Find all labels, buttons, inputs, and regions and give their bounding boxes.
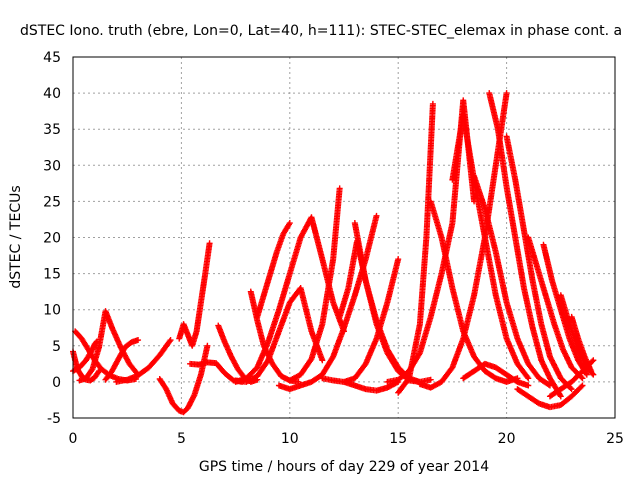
x-tick-label: 25	[606, 431, 624, 447]
data-series	[525, 234, 586, 382]
y-tick-labels: -5 0 5 10 15 20 25 30 35 40 45	[43, 50, 61, 427]
y-tick-label: 15	[43, 267, 61, 283]
y-tick-label: 5	[52, 339, 61, 355]
data-point	[557, 392, 564, 399]
data-point	[557, 393, 564, 400]
data-point	[583, 371, 590, 378]
data-point	[336, 185, 343, 192]
y-tick-label: 30	[43, 158, 61, 174]
data-point	[545, 381, 552, 388]
y-tick-label: 10	[43, 303, 61, 319]
data-series	[449, 111, 532, 382]
data-series	[254, 220, 293, 320]
x-tick-labels: 0 5 10 15 20 25	[69, 431, 624, 447]
y-tick-label: 35	[43, 122, 61, 138]
data-point	[589, 358, 596, 365]
data-series	[395, 100, 436, 396]
y-tick-label: 20	[43, 231, 61, 247]
data-point	[588, 368, 595, 375]
data-point	[135, 337, 142, 344]
data-series	[460, 360, 532, 389]
data-series	[232, 214, 347, 385]
data-point	[579, 375, 586, 382]
y-tick-label: 40	[43, 86, 61, 102]
data-point	[167, 337, 174, 344]
data-series	[471, 173, 553, 389]
data-point	[568, 386, 575, 393]
data-marks	[70, 90, 597, 416]
y-tick-label: 45	[43, 50, 61, 66]
data-point	[525, 375, 532, 382]
data-point	[93, 339, 100, 346]
data-series	[568, 313, 595, 375]
data-series	[176, 240, 213, 349]
data-point	[525, 382, 532, 389]
data-series	[76, 308, 142, 384]
chart-title: dSTEC Iono. truth (ebre, Lon=0, Lat=40, …	[20, 23, 622, 39]
data-point	[590, 371, 597, 378]
x-tick-label: 0	[69, 431, 78, 447]
data-series	[546, 357, 597, 400]
data-point	[166, 338, 173, 345]
y-axis-label: dSTEC / TECUs	[8, 185, 24, 288]
data-point	[286, 220, 293, 227]
x-tick-label: 5	[177, 431, 186, 447]
data-series	[156, 342, 211, 416]
data-series	[113, 337, 174, 385]
x-tick-label: 10	[281, 431, 299, 447]
data-point	[319, 357, 326, 364]
data-point	[405, 376, 412, 383]
data-series	[102, 337, 142, 383]
data-point	[427, 376, 434, 383]
x-axis-label: GPS time / hours of day 229 of year 2014	[199, 459, 489, 475]
x-tick-label: 20	[498, 431, 516, 447]
x-tick-label: 15	[389, 431, 407, 447]
data-point	[395, 256, 402, 263]
data-point	[524, 374, 531, 381]
data-point	[429, 100, 436, 107]
y-tick-label: 25	[43, 194, 61, 210]
data-point	[567, 385, 574, 392]
data-point	[93, 338, 100, 345]
y-tick-label: -5	[47, 411, 61, 427]
data-point	[204, 342, 211, 349]
data-series	[486, 90, 564, 400]
data-point	[503, 90, 510, 97]
data-series	[275, 212, 380, 393]
data-point	[590, 357, 597, 364]
data-point	[578, 383, 585, 390]
data-series	[286, 185, 343, 384]
y-tick-label: 0	[52, 375, 61, 391]
data-point	[206, 240, 213, 247]
data-series	[187, 359, 246, 385]
data-point	[416, 351, 423, 358]
plot-frame	[72, 56, 616, 419]
data-series	[70, 338, 100, 375]
data-point	[373, 212, 380, 219]
data-point	[579, 382, 586, 389]
data-series	[514, 382, 586, 411]
